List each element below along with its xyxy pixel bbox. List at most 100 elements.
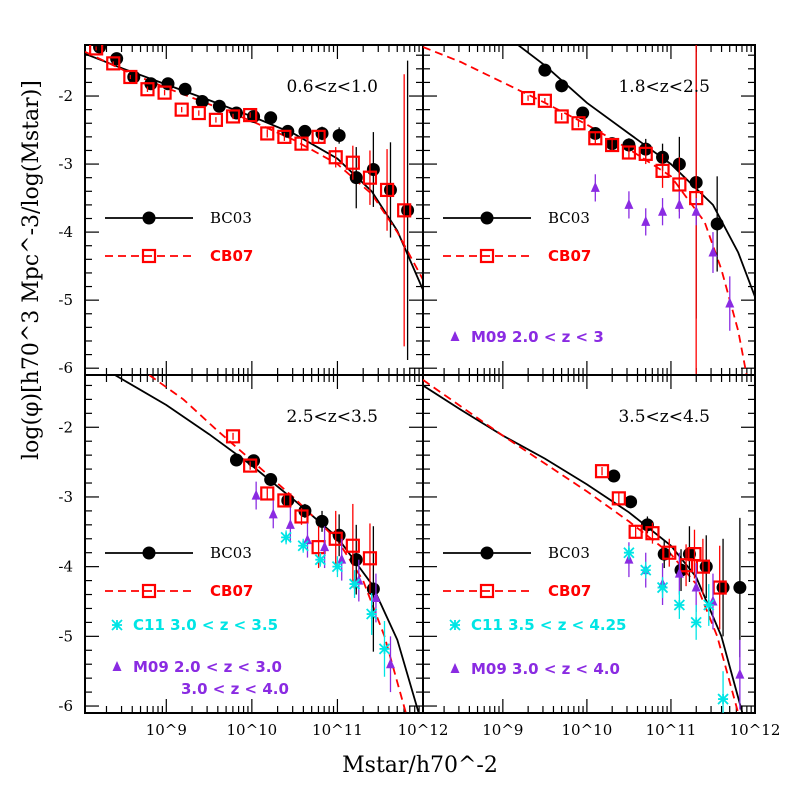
cb07-point (362, 170, 378, 185)
cb07-point (611, 491, 626, 506)
cb07-point (554, 109, 569, 124)
cb07-point (345, 538, 360, 553)
c11-point (673, 599, 685, 611)
legend-cb07-label: CB07 (548, 247, 591, 265)
bc03-point (622, 138, 636, 152)
c11-point (378, 643, 391, 655)
series-m09 (590, 174, 735, 331)
bc03-point (264, 473, 278, 487)
c11-point (640, 564, 652, 576)
cb07-fit-line (148, 375, 407, 713)
cb07-point (687, 547, 702, 562)
legend-bc03-label: BC03 (548, 544, 590, 562)
m09-point (735, 668, 745, 679)
bc03-point (264, 111, 278, 125)
y-tick-label: -4 (58, 223, 73, 241)
cb07-point (208, 112, 224, 127)
cb07-point (638, 146, 653, 161)
m09-point (590, 181, 600, 192)
bc03-point (247, 454, 261, 468)
cb07-point (140, 82, 155, 97)
c11-point (656, 581, 669, 594)
m09-point (385, 658, 395, 669)
x-tick-label: 10^12 (730, 721, 781, 739)
cb07-point (672, 177, 687, 192)
cb07-point (243, 107, 258, 123)
cb07-point (520, 90, 536, 106)
cb07-fit-line (423, 379, 740, 713)
legend-cb07-marker (141, 583, 157, 599)
c11-point (366, 608, 378, 620)
cb07-point (191, 105, 206, 121)
cb07-point (362, 551, 378, 566)
bc03-point (332, 128, 346, 142)
y-tick-label: -5 (58, 291, 73, 309)
cb07-point (311, 129, 326, 144)
cb07-point (588, 131, 603, 146)
cb07-fit-line (85, 50, 423, 281)
axis-ticks (423, 375, 756, 713)
m09-point (302, 534, 312, 545)
cb07-point (537, 93, 552, 108)
c11-point (297, 540, 309, 552)
cb07-point (655, 163, 670, 178)
bc03-point (127, 70, 141, 84)
cb07-point (605, 137, 620, 153)
bc03-point (401, 203, 415, 217)
cb07-point (260, 486, 275, 501)
bc03-point (349, 171, 363, 185)
y-tick-label: -6 (58, 359, 73, 377)
cb07-point (294, 509, 309, 524)
x-tick-label: 10^10 (562, 721, 613, 739)
legend-bc03-marker (142, 546, 156, 560)
m09-point (337, 553, 347, 564)
legend-cb07-marker (479, 583, 495, 599)
legend-bc03-label: BC03 (210, 209, 252, 227)
legend-c11-marker (449, 619, 461, 631)
cb07-point (645, 526, 660, 541)
cb07-point (123, 69, 138, 85)
bc03-fit-line (85, 52, 423, 291)
series-cb07 (89, 45, 412, 347)
panel-legend: BC03 CB07 C11 3.0 < z < 3.5 M09 2.0 < z < 3… (105, 544, 289, 698)
cb07-point (621, 145, 637, 160)
y-tick-label: -6 (58, 697, 73, 715)
bc03-point (178, 82, 192, 96)
panel-plot-area (423, 45, 755, 375)
panel-bottom-left: -2 -3 -4 -5 -6 10^9 10^10 10^11 10^12 2.5<z<3.5 BC… (58, 374, 448, 739)
y-tick-label: -3 (58, 155, 73, 173)
cb07-point (106, 56, 121, 71)
panel-legend: BC03 CB07 (105, 209, 253, 265)
m09-point (624, 198, 634, 209)
bc03-point (366, 582, 380, 596)
x-tick-label: 10^9 (482, 721, 523, 739)
m09-point (691, 205, 701, 216)
bc03-point (624, 495, 638, 509)
bc03-point (710, 217, 724, 231)
series-cb07 (594, 464, 727, 630)
bc03-point (349, 553, 363, 567)
legend-bc03-marker (142, 211, 156, 225)
cb07-point (678, 558, 694, 573)
c11-point (717, 693, 729, 705)
axis-ticks (85, 45, 424, 375)
panel-redshift-label: 1.8<z<2.5 (618, 77, 710, 97)
panel-plot-area (423, 379, 747, 713)
y-tick-label: -2 (58, 418, 73, 436)
y-tick-label: -4 (58, 558, 73, 576)
bc03-point (607, 469, 621, 483)
cb07-fit-line (423, 46, 748, 375)
panel-top-right: 1.8<z<2.5 BC03 CB07 M09 2.0 < z < 3 (422, 44, 756, 376)
panel-top-left: -2 -3 -4 -5 -6 0.6<z<1.0 BC03 CB07 (58, 44, 424, 377)
c11-point (314, 554, 326, 566)
bc03-point (332, 528, 346, 542)
cb07-point (89, 45, 104, 56)
cb07-point (225, 429, 241, 444)
c11-point (348, 578, 361, 590)
cb07-point (157, 85, 172, 100)
cb07-point (695, 559, 710, 574)
bc03-point (229, 453, 243, 467)
legend-extra-label: M09 2.0 < z < 3 (471, 328, 604, 346)
m09-point (691, 581, 701, 592)
